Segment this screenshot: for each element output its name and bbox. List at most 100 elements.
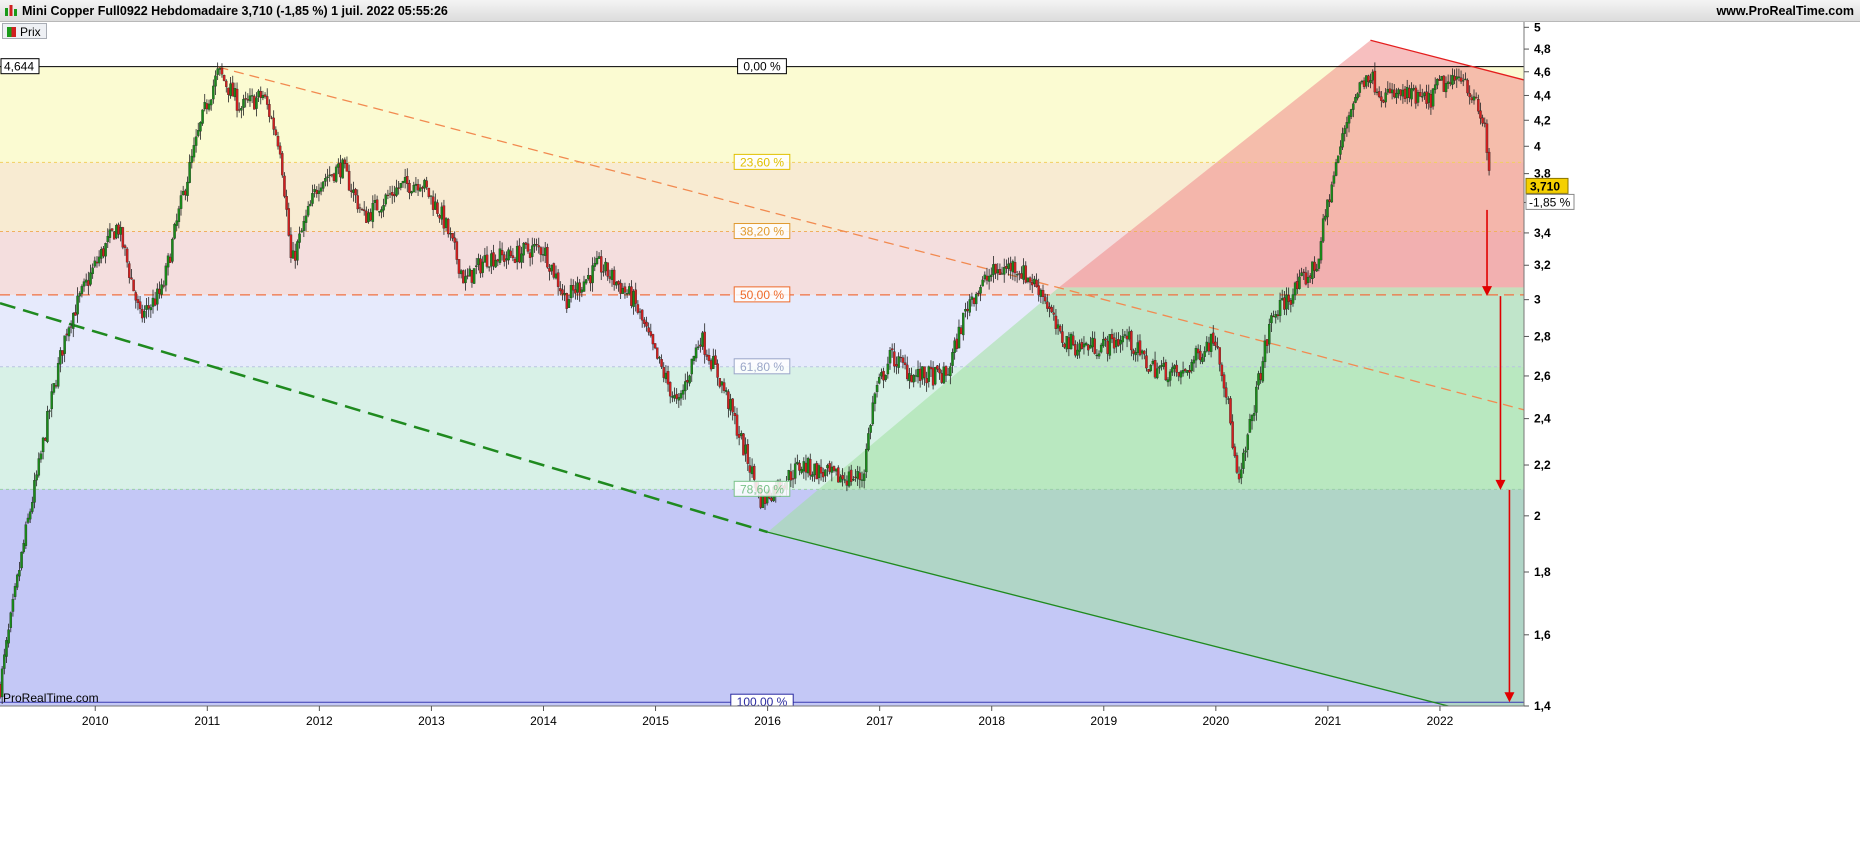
candle [905,356,909,382]
candle-body [296,241,299,261]
candle-body [1196,348,1200,354]
candle-body [449,233,452,235]
candle-body [1431,88,1435,107]
candle-body [328,174,331,177]
candle [494,254,497,268]
candle-body [334,166,338,182]
candle [927,365,931,388]
y-tick-label: 1,8 [1534,565,1551,579]
candle [138,295,142,314]
candle-body [1308,275,1312,278]
candle [1324,209,1327,222]
candle-body [1138,340,1142,356]
candle-body [1222,374,1226,389]
candle [1248,413,1252,433]
candle [1352,101,1355,118]
candle-body [877,376,881,384]
candle [9,611,13,633]
candle [1356,92,1359,101]
candle-body [341,159,344,179]
candle [660,354,663,370]
candle [300,228,303,233]
candle-body [218,67,222,70]
candle-body [1015,274,1019,276]
candle-body [1349,109,1353,117]
candle [643,317,646,328]
candle-body [1339,146,1342,155]
candle-body [117,224,120,235]
candle-body [994,263,997,274]
candle-body [1474,97,1478,99]
candle [595,250,599,266]
candle-body [949,366,952,377]
candle [535,238,538,251]
candle [492,244,495,271]
candle-body [371,203,375,222]
candle [1041,284,1045,305]
candle-body [1343,128,1346,134]
candle-body [1095,354,1099,357]
candle-body [3,654,6,669]
candle-body [1289,300,1293,305]
candle-body [1324,215,1327,220]
legend-prix[interactable]: Prix [2,23,47,39]
y-tick-label: 2,2 [1534,458,1551,472]
candle-body [832,466,836,471]
candle-body [589,275,592,284]
candle [849,464,853,486]
candle-body [974,293,978,305]
candle-body [571,285,575,291]
candle-body [1302,271,1306,273]
fib-label-text: 50,00 % [740,288,784,302]
candle-body [1464,78,1467,80]
candle-body [278,145,282,155]
candle-body [347,170,351,191]
candle-body [1056,324,1060,329]
candle-body [1054,315,1058,329]
candle-body [845,480,849,486]
candle [875,380,879,398]
candle-body [1373,70,1377,93]
candle [951,348,954,374]
candle-body [1203,351,1206,357]
candle-body [1005,266,1008,269]
candle-body [556,272,560,287]
candle [1481,114,1484,127]
candle-body [849,469,853,482]
candle [132,279,135,292]
candle-body [274,129,278,136]
candle-body [487,266,491,268]
candle-body [957,326,961,349]
candle-body [612,269,616,285]
candle-body [990,274,993,277]
candle [386,189,390,200]
candle [244,91,247,108]
candle-body [640,309,644,321]
candle-body [1020,273,1023,279]
candle-body [436,202,439,214]
candle [474,257,478,275]
candle-body [869,425,872,433]
candle-body [291,250,295,259]
y-tick-label: 4 [1534,139,1541,153]
candle [1334,158,1338,177]
trendline-orange-dashed [218,66,1525,411]
candle-body [1052,312,1056,315]
site-link[interactable]: www.ProRealTime.com [1716,4,1854,18]
candle-body [582,281,586,292]
candle-body [1252,413,1256,416]
candle-body [474,265,478,268]
candle [1261,356,1265,383]
candle [1222,372,1226,398]
candle [274,126,278,137]
candle-body [1257,373,1260,386]
projection-arrowhead-1 [1495,479,1506,490]
candle-body [462,270,465,284]
candle-body [1039,289,1043,297]
candle [1461,74,1465,87]
candle [1181,361,1185,377]
candle-body [1186,370,1189,373]
candle [839,474,842,483]
candle-body [1233,446,1237,457]
